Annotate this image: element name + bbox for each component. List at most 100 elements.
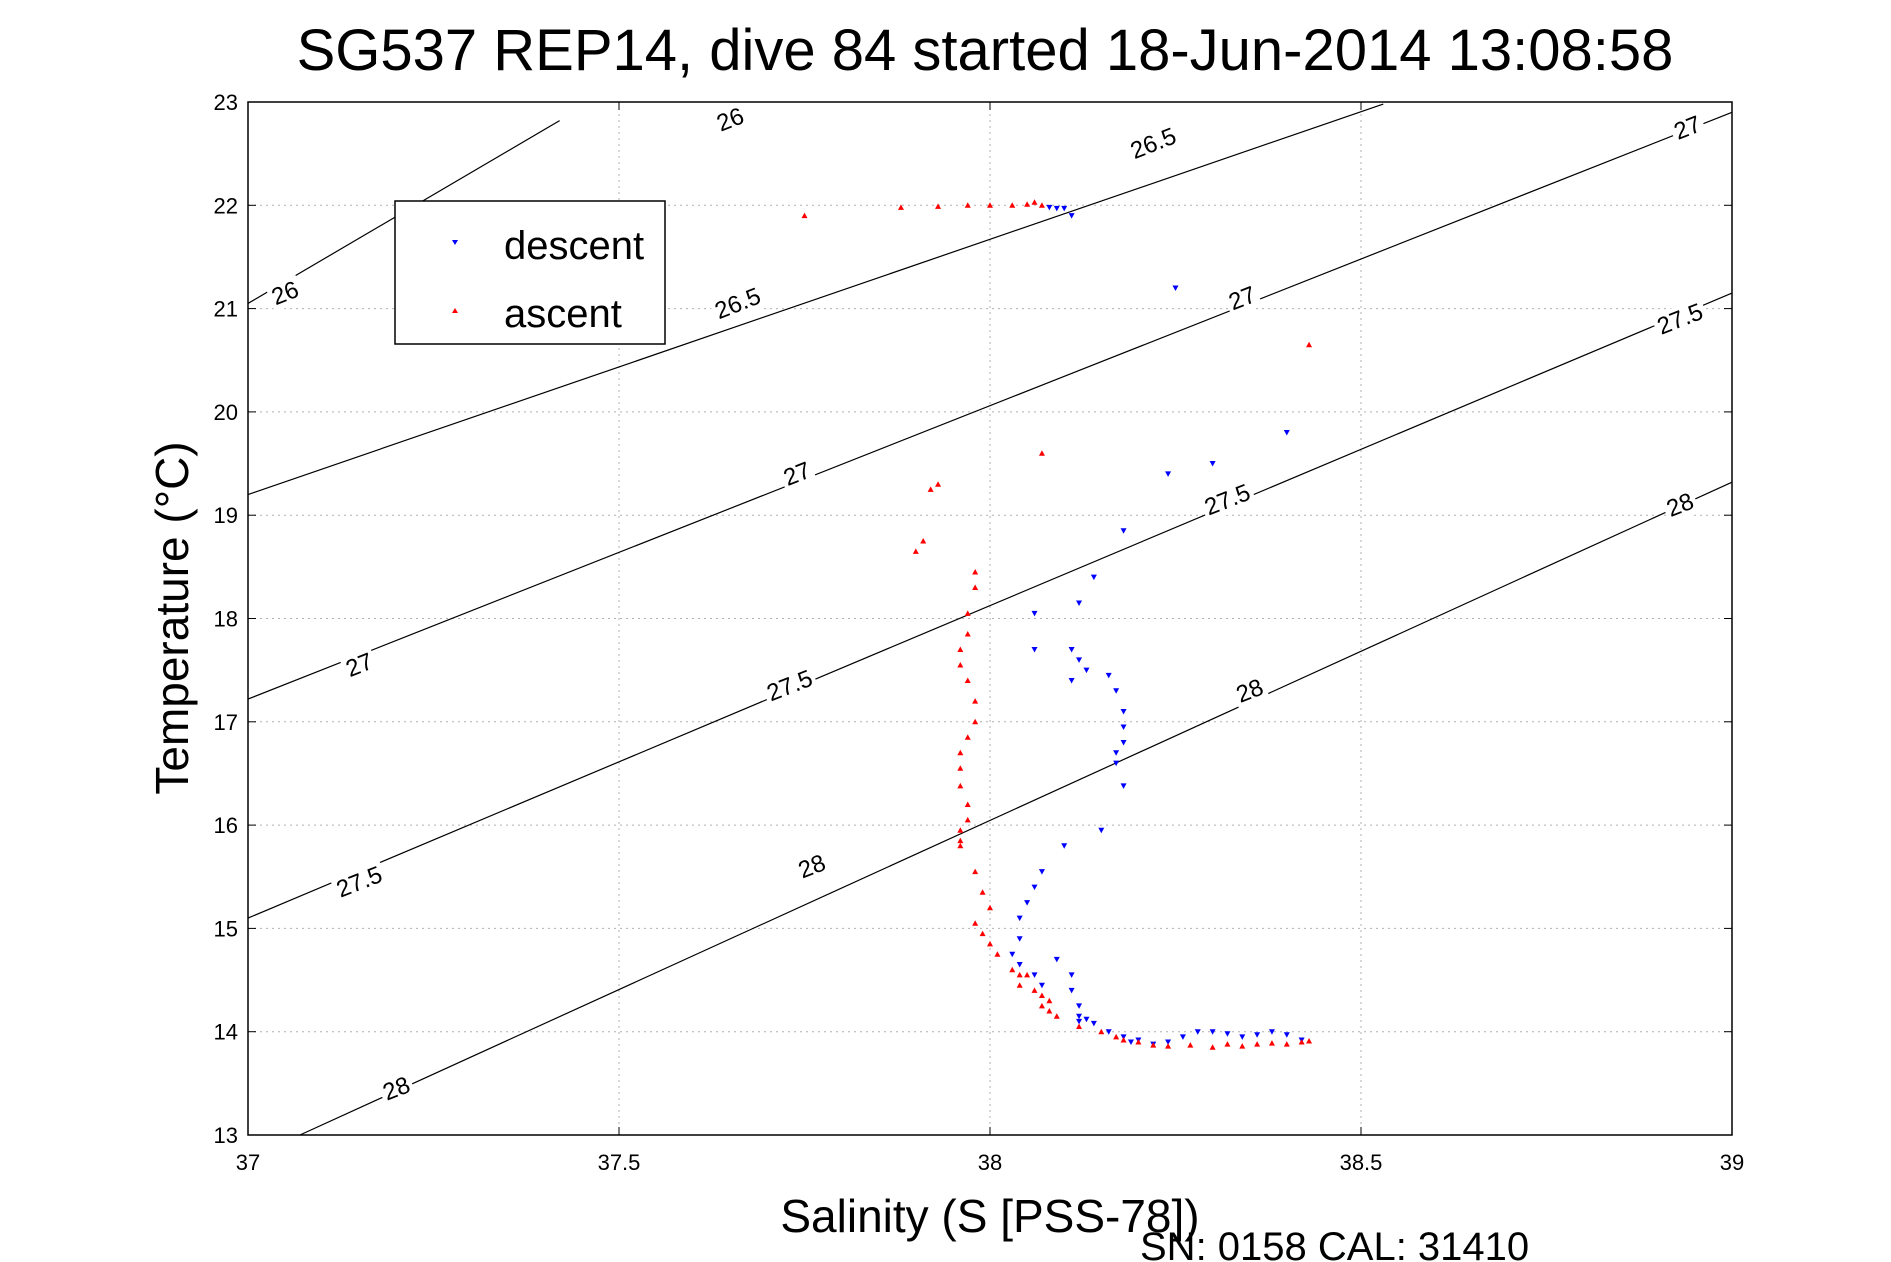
contour-label-background (791, 848, 833, 886)
contour-label-background (1650, 297, 1710, 342)
descent-point (1031, 884, 1038, 891)
descent-point (1016, 915, 1023, 922)
ascent-point (964, 677, 971, 683)
contour-label-background (339, 646, 380, 685)
ascent-point (979, 930, 986, 937)
ascent-point (1239, 1043, 1246, 1049)
descent-point (1068, 677, 1075, 684)
ascent-point (1224, 1041, 1231, 1047)
ascent-point (1120, 1036, 1127, 1043)
ascent-point (1187, 1042, 1194, 1048)
ascent-point (1053, 1013, 1060, 1019)
ascent-point (1024, 201, 1031, 207)
legend-descent-marker (452, 240, 458, 245)
ascent-point (1024, 971, 1031, 978)
contour-label-background (760, 663, 820, 709)
descent-point (1165, 471, 1172, 477)
descent-point (1120, 724, 1127, 730)
ascent-point (994, 951, 1001, 957)
ascent-point (1038, 1002, 1045, 1009)
y-axis-label: Temperature (°C) (146, 441, 198, 794)
x-tick-label: 37.5 (598, 1150, 641, 1175)
descent-point (1046, 204, 1053, 211)
descent-point (1098, 827, 1105, 834)
density-contour-labels: 262626.526.52727272727.527.527.527.52828… (265, 101, 1710, 1108)
y-tick-label: 19 (214, 503, 238, 528)
serial-calibration-footer: SN: 0158 CAL: 31410 (1140, 1225, 1529, 1262)
descent-point (1038, 869, 1045, 875)
ascent-point (1046, 997, 1053, 1004)
descent-point (1083, 667, 1090, 674)
ascent-point (935, 481, 942, 487)
descent-point (1016, 936, 1023, 942)
ascent-point (964, 202, 971, 208)
descent-point (1113, 750, 1120, 756)
ascent-point (957, 827, 964, 833)
descent-point (1254, 1032, 1261, 1038)
y-tick-label: 22 (214, 193, 238, 218)
ascent-point (957, 837, 964, 844)
ascent-point (964, 630, 971, 637)
contour-label-background (710, 101, 751, 139)
ascent-point (972, 698, 979, 704)
ascent-point (964, 816, 971, 823)
ascent-point (1038, 450, 1045, 456)
descent-point (1090, 1020, 1097, 1027)
descent-point (1113, 760, 1120, 767)
ascent-point (1306, 1037, 1313, 1044)
descent-point (1120, 528, 1127, 534)
isopycnal-26-5 (247, 103, 1384, 496)
contour-label-background (1667, 109, 1708, 147)
descent-point (1127, 1039, 1134, 1046)
contour-label-background (1229, 672, 1271, 710)
ascent-point (972, 718, 979, 725)
ascent-point (972, 920, 979, 926)
descent-point (1024, 900, 1031, 906)
ascent-point (964, 610, 971, 616)
descent-point (1009, 951, 1016, 958)
ascent-point (972, 569, 979, 575)
descent-point (1038, 982, 1045, 989)
descent-point (1076, 600, 1083, 607)
y-tick-label: 15 (214, 916, 238, 941)
ascent-point (972, 868, 979, 875)
ascent-point (1150, 1042, 1157, 1048)
ascent-point (801, 212, 808, 219)
y-tick-label: 13 (214, 1123, 238, 1148)
ascent-point (987, 940, 993, 947)
contour-label-background (330, 860, 389, 905)
ascent-point (912, 548, 919, 554)
x-tick-label: 38.5 (1340, 1150, 1383, 1175)
descent-point (1076, 1018, 1083, 1025)
ascent-point (1135, 1039, 1142, 1045)
descent-point (1268, 1029, 1275, 1035)
legend-ascent-label: ascent (504, 292, 622, 336)
ascent-point (957, 842, 964, 849)
ascent-point (1098, 1028, 1105, 1035)
ascent-point (1268, 1040, 1275, 1046)
ascent-point (1046, 1008, 1053, 1014)
ascent-point (1298, 1039, 1305, 1045)
descent-point (1209, 1029, 1216, 1035)
ascent-point (897, 204, 904, 210)
descent-point (1068, 646, 1075, 653)
chart-title: SG537 REP14, dive 84 started 18-Jun-2014… (297, 18, 1674, 83)
descent-point (1283, 430, 1290, 436)
ascent-point (1016, 971, 1023, 978)
ascent-point (1038, 992, 1045, 999)
descent-point (1053, 956, 1060, 963)
descent-point (1076, 1003, 1083, 1009)
y-tick-label: 20 (214, 400, 238, 425)
grid-lines (248, 102, 1732, 1135)
axis-ticks: 37 37.5 38 38.5 39 13 14 15 16 17 18 19 20 21 22 23 (214, 90, 1745, 1175)
legend-descent-label: descent (504, 224, 644, 268)
y-tick-label: 21 (214, 297, 238, 322)
x-tick-label: 38 (978, 1150, 1002, 1175)
ascent-point (927, 486, 934, 492)
ascent-point (1254, 1041, 1261, 1047)
ascent-point (987, 904, 993, 911)
contour-label-background (1198, 477, 1258, 523)
ascent-point (1009, 966, 1016, 973)
contour-label-background (708, 281, 768, 327)
